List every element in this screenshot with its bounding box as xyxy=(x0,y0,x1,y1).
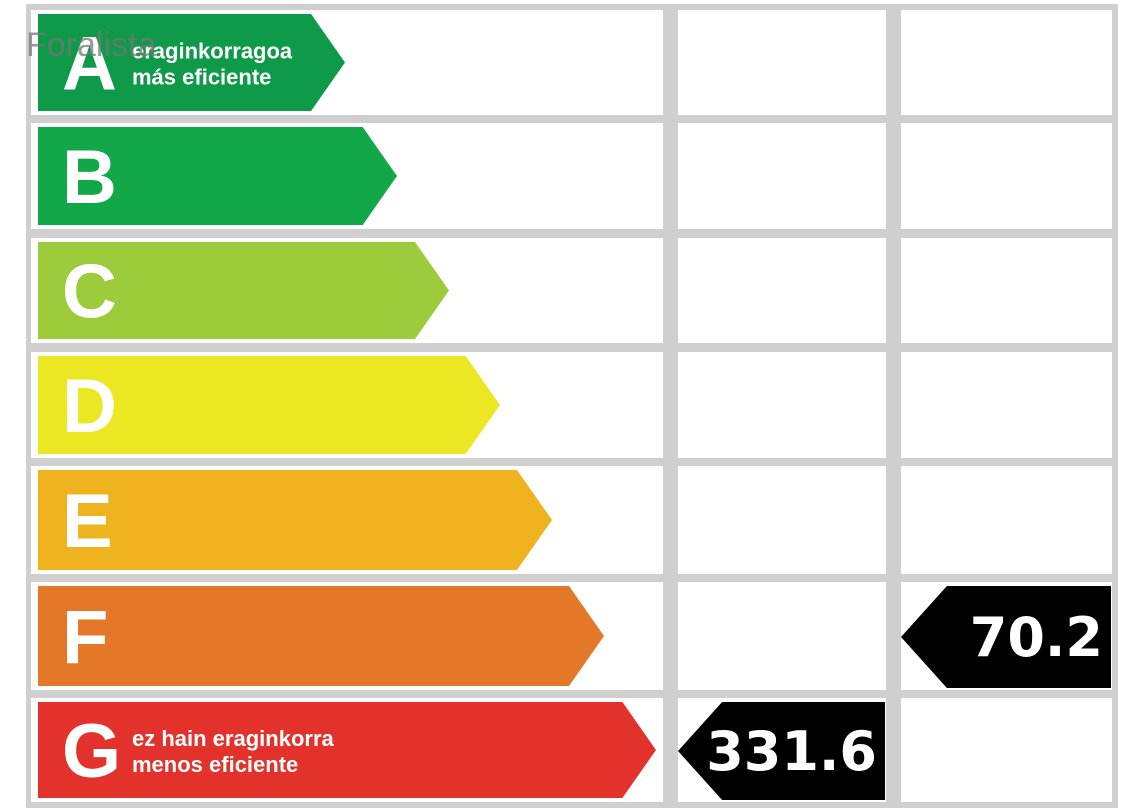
rating-arrow xyxy=(38,356,500,454)
cell xyxy=(901,123,1112,229)
cell xyxy=(678,10,886,115)
rating-arrow xyxy=(38,702,656,798)
value-marker xyxy=(678,702,885,800)
rating-letter: A xyxy=(62,22,117,107)
rating-letter: D xyxy=(62,364,117,449)
rating-caption: eraginkorragoa xyxy=(132,39,293,64)
rating-caption: ez hain eraginkorra xyxy=(132,726,335,751)
rating-arrow xyxy=(38,586,604,686)
cell xyxy=(678,352,886,458)
rating-arrow xyxy=(38,242,449,339)
rating-letter: E xyxy=(62,479,113,564)
cell xyxy=(901,698,1112,802)
value-label: 331.6 xyxy=(706,720,877,783)
value-label: 70.2 xyxy=(970,606,1103,669)
rating-arrow xyxy=(38,127,397,225)
cell xyxy=(901,466,1112,574)
cell xyxy=(678,466,886,574)
rating-letter: C xyxy=(62,250,117,335)
cell xyxy=(678,123,886,229)
value-marker xyxy=(901,586,1111,688)
rating-letter: G xyxy=(62,709,121,794)
rating-letter: F xyxy=(62,595,108,680)
watermark: Foralista xyxy=(26,26,156,64)
cell xyxy=(678,582,886,690)
cell xyxy=(901,10,1112,115)
cell xyxy=(678,238,886,343)
rating-letter: B xyxy=(62,135,117,220)
rating-arrow xyxy=(38,14,345,111)
rating-arrow xyxy=(38,470,552,570)
rating-caption: menos eficiente xyxy=(132,752,298,777)
cell xyxy=(901,352,1112,458)
cell xyxy=(901,238,1112,343)
rating-caption: más eficiente xyxy=(132,65,271,90)
